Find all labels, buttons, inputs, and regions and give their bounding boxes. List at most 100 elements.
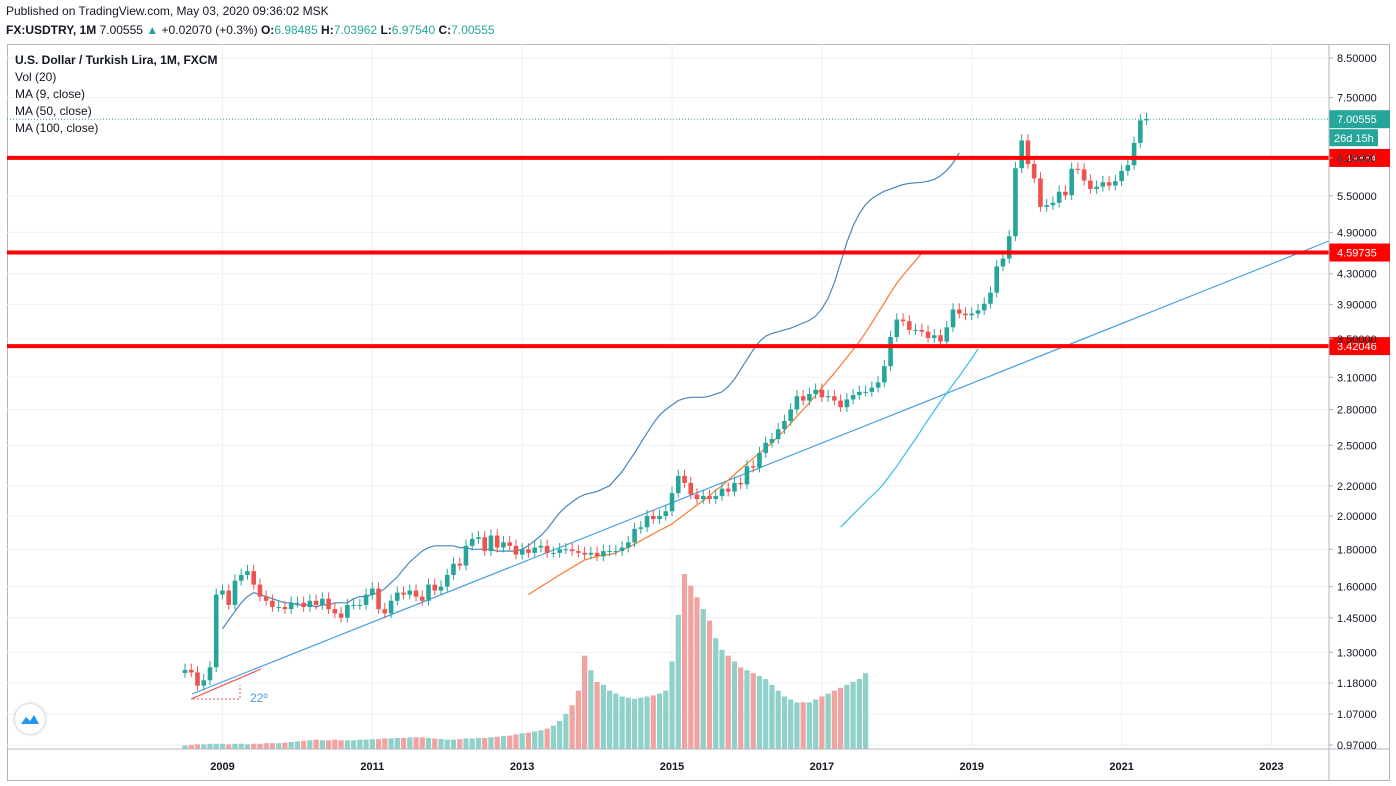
candle[interactable] [394,586,400,606]
candle[interactable] [201,674,207,691]
candle[interactable] [569,543,575,556]
candle[interactable] [744,460,750,490]
candle[interactable] [807,387,812,406]
candle[interactable] [507,536,512,551]
candle[interactable] [719,482,725,501]
candle[interactable] [444,568,450,592]
candle[interactable] [438,580,444,596]
candle[interactable] [819,383,825,403]
candle[interactable] [913,323,918,335]
candle[interactable] [963,307,968,321]
legend-ma100[interactable]: MA (100, close) [15,121,99,135]
candle[interactable] [757,446,762,473]
candle[interactable] [332,602,338,619]
candle[interactable] [925,325,931,343]
candle[interactable] [1113,174,1118,191]
candle[interactable] [1056,185,1062,208]
candle[interactable] [407,584,413,600]
candle[interactable] [1138,114,1143,148]
candle[interactable] [688,476,694,500]
candle[interactable] [207,661,213,686]
candle[interactable] [594,546,600,562]
candle[interactable] [382,602,388,619]
candle[interactable] [981,297,987,316]
candle[interactable] [700,489,706,504]
candle[interactable] [413,584,419,602]
candle[interactable] [938,328,943,347]
candle[interactable] [351,598,356,610]
candle[interactable] [182,663,188,678]
candle[interactable] [850,388,856,405]
candle[interactable] [270,594,275,612]
candle[interactable] [1044,198,1049,212]
candle[interactable] [651,509,656,524]
legend-ma50[interactable]: MA (50, close) [15,104,92,118]
angle-line[interactable] [190,668,262,700]
candle[interactable] [782,414,787,435]
candle[interactable] [526,543,531,558]
candle[interactable] [713,489,719,504]
candle[interactable] [794,389,800,415]
candle[interactable] [657,509,662,524]
candle[interactable] [1131,136,1137,170]
candle[interactable] [1081,163,1087,186]
candle[interactable] [832,389,837,406]
candle[interactable] [857,385,862,400]
candle[interactable] [1013,161,1018,242]
candle[interactable] [907,314,912,335]
candle[interactable] [1019,134,1024,174]
candle[interactable] [725,482,731,497]
candle[interactable] [213,588,219,673]
candle[interactable] [950,303,956,333]
chart-area[interactable]: 22º 7.00555 26d 15h 6.19864 4.59735 3.42046 … [7,44,1390,781]
candle[interactable] [994,260,1000,298]
candle[interactable] [1075,162,1081,175]
candle[interactable] [338,607,344,623]
candle[interactable] [563,543,569,555]
candle[interactable] [538,539,544,553]
candle[interactable] [513,539,519,560]
candle[interactable] [975,304,981,319]
candle[interactable] [626,536,631,553]
candle[interactable] [238,568,244,586]
candle[interactable] [1119,164,1124,186]
candle[interactable] [1100,175,1106,192]
candle[interactable] [463,539,469,571]
candle[interactable] [869,381,875,397]
candle[interactable] [1106,175,1112,191]
candle[interactable] [1038,172,1043,212]
candle[interactable] [769,432,775,448]
candle[interactable] [307,594,313,612]
candle[interactable] [638,520,644,534]
candle[interactable] [900,313,906,327]
candle[interactable] [557,543,562,558]
candle[interactable] [750,460,756,473]
candle[interactable] [432,578,438,596]
candle[interactable] [257,578,263,602]
candle[interactable] [469,532,475,551]
candle[interactable] [707,489,712,504]
ma100-line[interactable] [840,348,979,528]
candle[interactable] [1000,252,1006,272]
candle[interactable] [763,436,768,458]
candle[interactable] [825,389,831,403]
candle[interactable] [551,546,556,558]
candle[interactable] [370,582,375,600]
candle[interactable] [1125,158,1131,176]
candle[interactable] [1094,180,1099,194]
candle[interactable] [457,557,463,571]
candle[interactable] [844,393,850,413]
candle[interactable] [363,588,369,610]
candle[interactable] [519,543,525,560]
candle[interactable] [251,564,256,590]
candle[interactable] [301,596,306,612]
candle[interactable] [263,590,269,606]
candle[interactable] [956,303,962,319]
candle[interactable] [732,476,737,497]
candle[interactable] [1144,112,1149,126]
candle[interactable] [988,286,993,309]
candle[interactable] [675,469,681,498]
candle[interactable] [501,536,506,553]
candle[interactable] [1025,134,1031,169]
